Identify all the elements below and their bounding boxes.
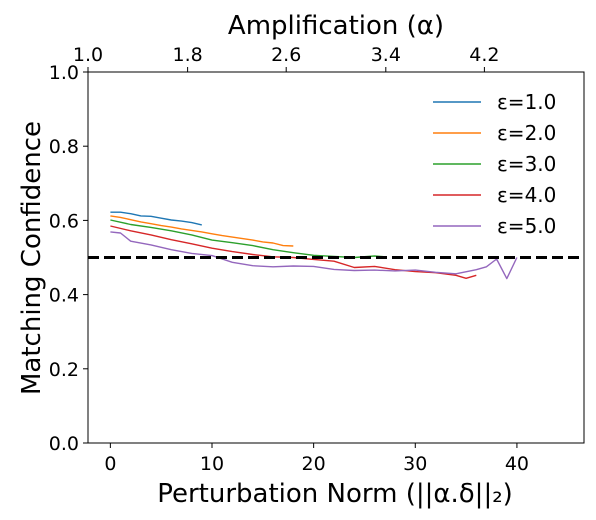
y-tick-label: 0.8	[49, 136, 79, 158]
plot-area	[88, 211, 584, 280]
top-axis-label: Amplification (α)	[228, 11, 444, 41]
y-tick-label: 0.6	[49, 210, 79, 232]
y-tick-label: 0.4	[49, 285, 79, 307]
plot-frame	[87, 71, 585, 444]
top-tick-label: 2.6	[271, 44, 301, 66]
y-tick-label: 1.0	[49, 62, 79, 84]
series-line-2	[110, 215, 294, 247]
legend-label-2: ε=2.0	[497, 121, 556, 145]
top-tick-label: 4.2	[469, 44, 499, 66]
x-tick-label: 0	[104, 453, 116, 475]
legend-label-4: ε=4.0	[497, 183, 556, 207]
axes: 0 10 20 30 40 0.0 0.2 0.4 0.6 0.8 1.01.0 1.8 2.6 3.4 4…	[49, 44, 529, 475]
top-tick-label: 3.4	[371, 44, 401, 66]
x-tick-label: 30	[403, 453, 427, 475]
series-line-5	[110, 231, 518, 280]
y-tick-label: 0.2	[49, 359, 79, 381]
series-line-1	[110, 211, 202, 226]
y-tick-label: 0.0	[49, 433, 79, 455]
legend-label-5: ε=5.0	[497, 214, 556, 238]
y-axis-label: Matching Confidence	[17, 121, 47, 395]
legend-label-1: ε=1.0	[497, 90, 556, 114]
x-axis-label: Perturbation Norm (||α.δ||₂)	[157, 479, 513, 509]
legend-label-3: ε=3.0	[497, 152, 556, 176]
top-tick-label: 1.8	[172, 44, 202, 66]
legend: ε=1.0 ε=2.0 ε=3.0 ε=4.0 ε=5.0	[433, 90, 556, 238]
x-tick-label: 40	[505, 453, 529, 475]
x-tick-label: 20	[302, 453, 326, 475]
x-tick-label: 10	[200, 453, 224, 475]
top-tick-label: 1.0	[73, 44, 103, 66]
